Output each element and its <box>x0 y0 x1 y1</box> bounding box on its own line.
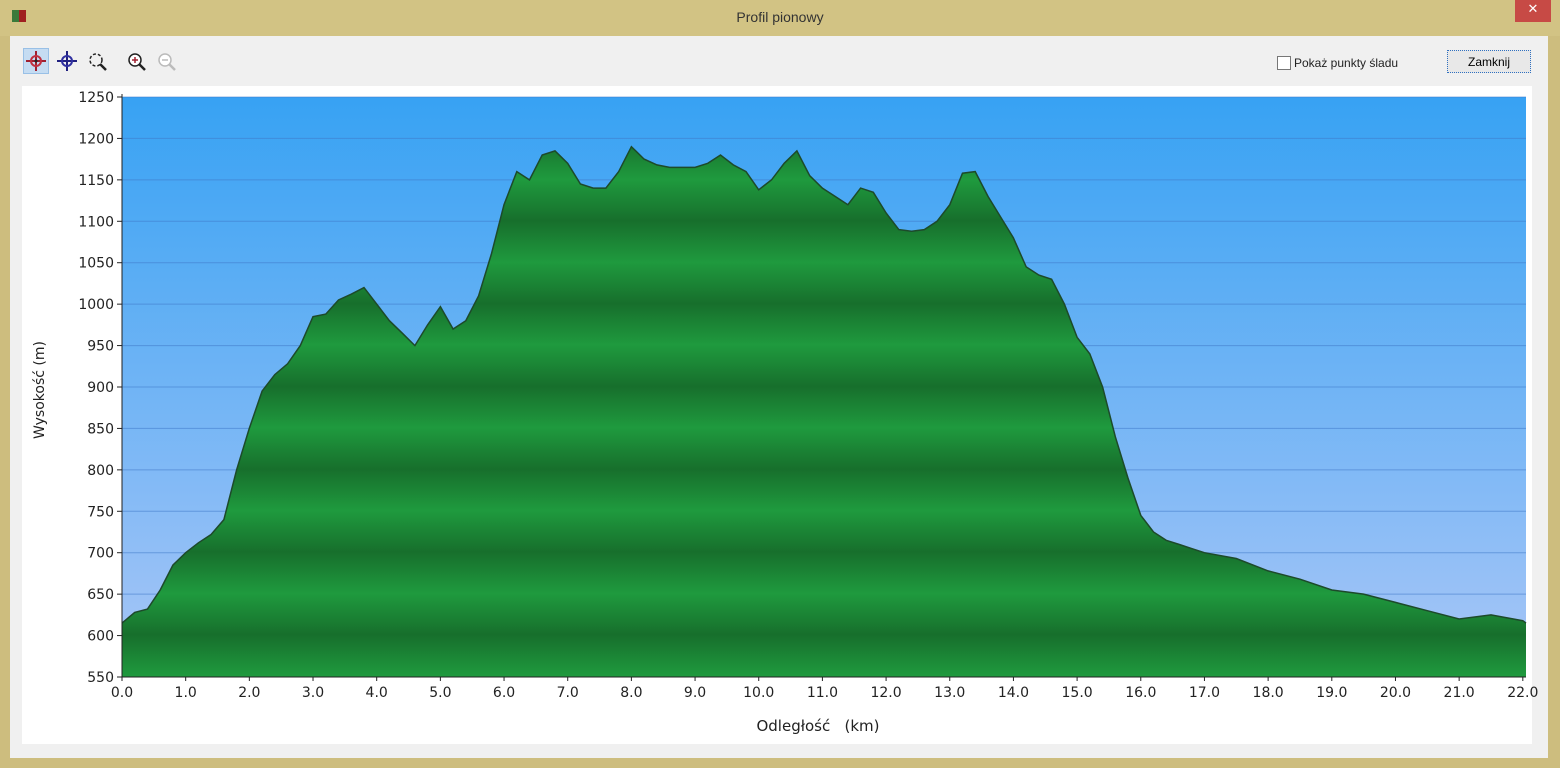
x-tick-label: 22.0 <box>1507 685 1538 701</box>
show-track-points-checkbox[interactable]: Pokaż punkty śladu <box>1277 56 1398 70</box>
y-tick-label: 1200 <box>78 131 114 147</box>
elevation-area <box>122 146 1526 677</box>
x-tick-label: 10.0 <box>743 685 774 701</box>
y-tick-label: 1000 <box>78 297 114 313</box>
x-tick-label: 0.0 <box>111 685 133 701</box>
x-tick-label: 3.0 <box>302 685 324 701</box>
x-tick-label: 2.0 <box>238 685 260 701</box>
y-tick-label: 700 <box>87 546 114 562</box>
x-tick-label: 21.0 <box>1444 685 1475 701</box>
checkbox-box[interactable] <box>1277 56 1291 70</box>
close-button[interactable]: Zamknij <box>1447 50 1531 73</box>
x-tick-label: 14.0 <box>998 685 1029 701</box>
show-track-points-label: Pokaż punkty śladu <box>1294 56 1399 70</box>
title-bar: Profil pionowy ✕ <box>0 0 1560 36</box>
window-title: Profil pionowy <box>736 9 824 25</box>
x-tick-label: 15.0 <box>1062 685 1093 701</box>
x-tick-label: 17.0 <box>1189 685 1220 701</box>
y-tick-label: 650 <box>87 587 114 603</box>
x-tick-label: 5.0 <box>429 685 451 701</box>
y-tick-label: 750 <box>87 504 114 520</box>
y-tick-label: 600 <box>87 629 114 645</box>
elevation-line <box>121 145 1527 624</box>
x-tick-label: 6.0 <box>493 685 515 701</box>
crosshair-blue-icon[interactable] <box>54 48 80 74</box>
y-tick-label: 550 <box>87 670 114 686</box>
zoom-region-icon[interactable] <box>84 48 110 74</box>
y-tick-label: 1250 <box>78 90 114 106</box>
x-tick-label: 7.0 <box>557 685 579 701</box>
zoom-in-icon[interactable] <box>123 48 149 74</box>
y-axis-label: Wysokość (m) <box>32 341 48 439</box>
x-axis-label: Odległość (km) <box>756 717 879 735</box>
x-tick-label: 4.0 <box>366 685 388 701</box>
x-tick-label: 1.0 <box>175 685 197 701</box>
x-tick-label: 12.0 <box>870 685 901 701</box>
x-tick-label: 9.0 <box>684 685 706 701</box>
y-tick-label: 850 <box>87 421 114 437</box>
y-tick-label: 800 <box>87 463 114 479</box>
app-icon <box>12 10 26 22</box>
window-close-button[interactable]: ✕ <box>1515 0 1551 22</box>
zoom-out-icon[interactable] <box>153 48 179 74</box>
x-tick-label: 11.0 <box>807 685 838 701</box>
y-tick-label: 1100 <box>78 214 114 230</box>
x-tick-label: 8.0 <box>620 685 642 701</box>
x-tick-label: 18.0 <box>1253 685 1284 701</box>
crosshair-red-icon[interactable] <box>23 48 49 74</box>
x-tick-label: 20.0 <box>1380 685 1411 701</box>
x-tick-label: 13.0 <box>934 685 965 701</box>
y-tick-label: 1150 <box>78 173 114 189</box>
x-tick-label: 19.0 <box>1316 685 1347 701</box>
y-tick-label: 1050 <box>78 256 114 272</box>
x-tick-label: 16.0 <box>1125 685 1156 701</box>
y-tick-label: 950 <box>87 339 114 355</box>
y-tick-label: 900 <box>87 380 114 396</box>
